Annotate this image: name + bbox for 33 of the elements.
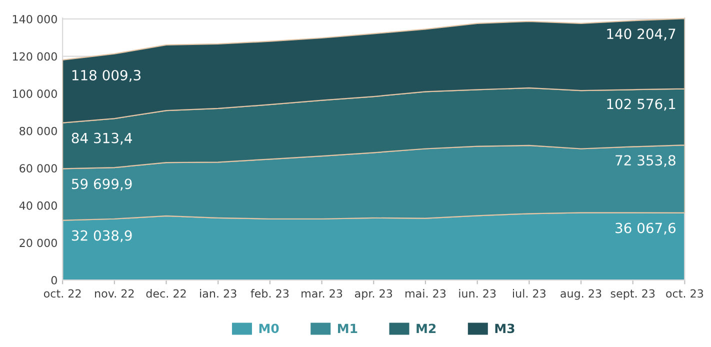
annotation: 32 038,9 [72, 230, 132, 242]
x-tick-label: ian. 23 [200, 289, 236, 298]
x-tick-label: aug. 23 [560, 289, 602, 300]
y-tick-label: 40 000 [19, 201, 57, 210]
x-tick-label: iul. 23 [513, 289, 546, 298]
x-tick-label: oct. 22 [44, 289, 81, 298]
y-tick-label: 20 000 [20, 238, 57, 248]
annotation: 118 009,3 [72, 70, 140, 82]
legend-label: M1 [338, 324, 358, 333]
legend-label: M2 [416, 324, 436, 333]
y-tick-label: 60 000 [20, 164, 57, 173]
annotation: 59 699,9 [72, 178, 132, 191]
x-tick-label: mai. 23 [406, 289, 446, 298]
text: M3 [495, 324, 514, 334]
y-tick-label: 140 000 [12, 14, 57, 24]
x-tick-label: nov. 22 [95, 289, 134, 298]
x-tick-label: apr. 23 [354, 289, 392, 300]
x-tick-label: dec. 22 [146, 289, 186, 298]
y-tick-label: 80 000 [20, 126, 57, 136]
y-tick-label: 120 000 [12, 52, 57, 61]
y-tick-label: 100 000 [12, 90, 57, 98]
x-tick-label: iun. 23 [459, 289, 496, 298]
annotation: 102 576,1 [607, 98, 676, 111]
x-tick-label: mar. 23 [302, 289, 342, 298]
x-tick-label: feb. 23 [250, 289, 289, 298]
annotation: 84 313,4 [72, 132, 132, 145]
x-tick-label: oct. 23 [666, 289, 704, 298]
annotation: 140 204,7 [607, 28, 676, 40]
legend-label: M0 [259, 324, 279, 334]
y-tick-label: 0 [51, 276, 57, 284]
annotation: 72 353,8 [616, 155, 676, 168]
annotation: 36 067,6 [616, 222, 676, 235]
x-tick-label: sept. 23 [610, 289, 655, 300]
